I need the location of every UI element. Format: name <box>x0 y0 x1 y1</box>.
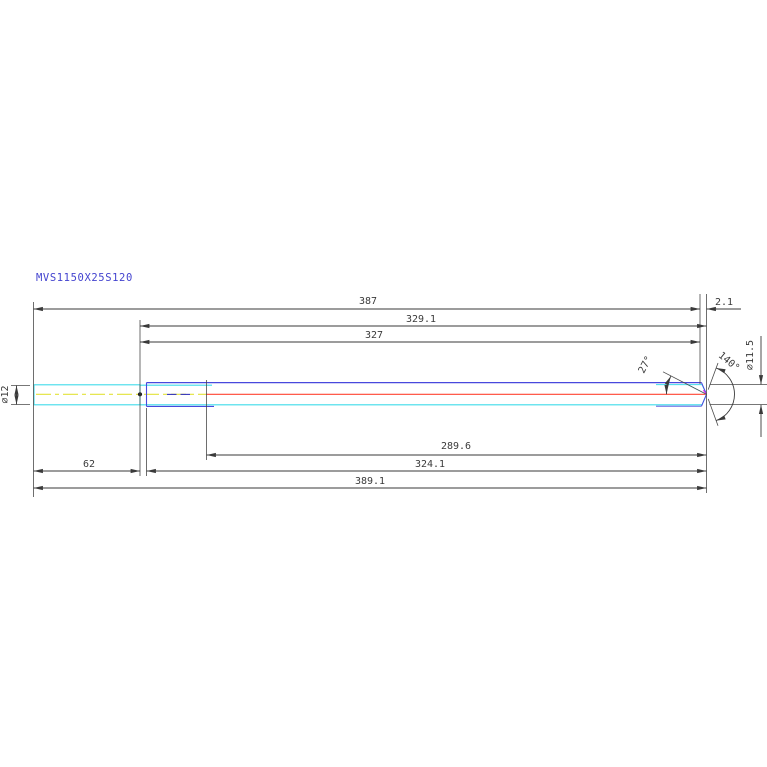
extension-lines <box>11 294 767 497</box>
dim-point-angle-arc <box>715 367 735 422</box>
dimension-labels: 387 2.1 329.1 327 289.6 62 324.1 389.1 ⌀… <box>0 296 756 487</box>
tool-profile <box>33 382 707 407</box>
dim-gash-angle-arc <box>664 375 672 395</box>
dim-gash-angle-label: 27° <box>637 354 655 375</box>
ray-point-angle-top <box>707 362 719 390</box>
ray-gash-angle <box>662 371 707 395</box>
dim-327-label: 327 <box>365 330 383 341</box>
dim-389-1-label: 389.1 <box>355 476 385 487</box>
dim-dia115-label: ⌀11.5 <box>745 340 756 370</box>
point-flank-blue-bottom <box>701 394 707 407</box>
dimension-lines <box>14 306 764 491</box>
dim-dia12-label: ⌀12 <box>0 385 11 403</box>
dim-point-angle-label: 140° <box>716 350 742 374</box>
dim-324-1-label: 324.1 <box>415 459 445 470</box>
dim-387-label: 387 <box>359 296 377 307</box>
dim-62-label: 62 <box>83 459 95 470</box>
drawing-title: MVS1150X25S120 <box>36 272 133 284</box>
dim-2-1-label: 2.1 <box>715 297 733 308</box>
dim-329-1-label: 329.1 <box>406 314 436 325</box>
point-flank-blue-top <box>701 382 707 395</box>
ray-point-angle-bottom <box>707 398 719 426</box>
dim-289-6-label: 289.6 <box>441 441 471 452</box>
